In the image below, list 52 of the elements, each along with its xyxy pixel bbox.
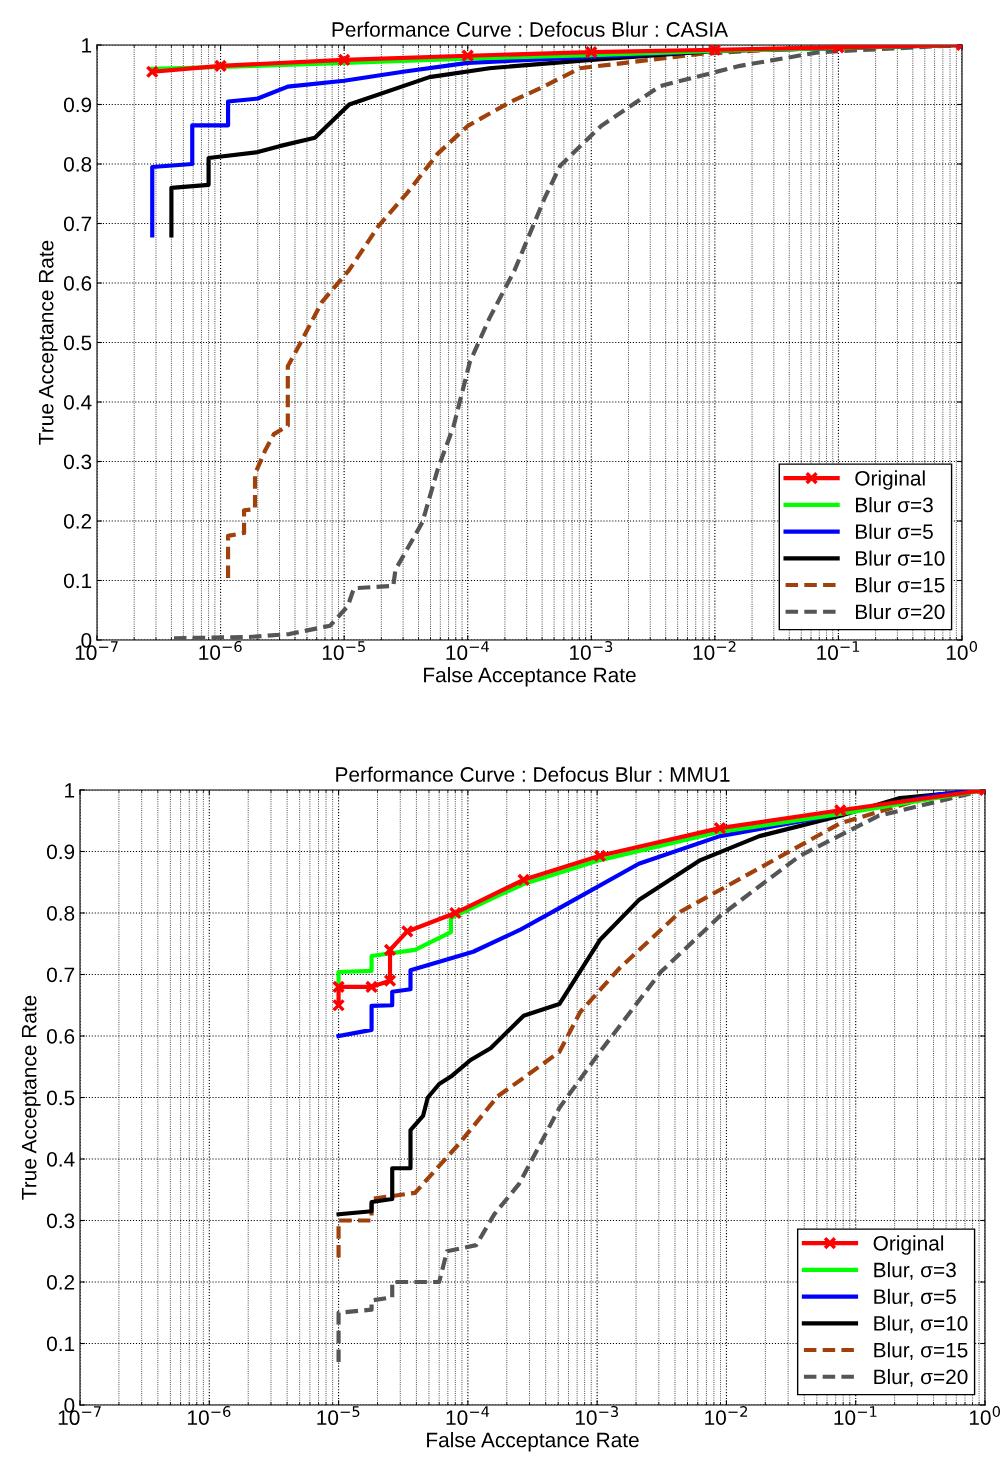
y-tick-label: 0.2 <box>46 1275 75 1290</box>
legend-label: Blur, σ=15 <box>874 1342 968 1360</box>
legend-label: Blur, σ=20 <box>874 1368 968 1387</box>
x-tick-label: 10$^{−3}$ <box>575 1406 619 1425</box>
legend-label: Blur, σ=5 <box>874 1288 956 1307</box>
y-tick-label: 1 <box>65 783 75 798</box>
y-tick-label: 0.3 <box>63 454 92 470</box>
legend-label: Blur σ=3 <box>856 497 933 513</box>
x-tick-label: 10$^{−2}$ <box>693 641 736 660</box>
y-tick-label: 0.6 <box>63 276 92 291</box>
legend-label: Blur, σ=3 <box>874 1262 956 1280</box>
legend-label: Blur σ=10 <box>856 550 945 566</box>
y-tick-label: 0.9 <box>63 97 92 113</box>
y-tick-label: 0.7 <box>46 967 75 983</box>
y-tick-label: 0.4 <box>63 395 92 410</box>
x-tick-label: 10$^{−3}$ <box>570 641 613 660</box>
y-tick-label: 0.1 <box>46 1336 75 1352</box>
chart-title: Performance Curve : Defocus Blur : CASIA <box>332 21 729 37</box>
x-tick-label: 10$^{−1}$ <box>834 1406 877 1426</box>
x-tick-label: 10$^{−5}$ <box>317 1406 360 1426</box>
x-tick-label: 10$^{−4}$ <box>446 1406 490 1426</box>
legend-label: Blur σ=15 <box>856 577 945 593</box>
legend-label: Blur σ=20 <box>856 603 945 620</box>
legend-label: Original <box>855 470 925 490</box>
x-tick-label: 10$^{−6}$ <box>188 1406 231 1425</box>
y-tick-label: 0.1 <box>63 573 92 589</box>
x-tick-label: 10$^{−5}$ <box>322 641 365 661</box>
chart-title: Performance Curve : Defocus Blur : MMU1 <box>336 766 730 782</box>
y-tick-label: 0.4 <box>46 1152 75 1167</box>
y-tick-label: 0.8 <box>46 906 75 921</box>
y-tick-label: 0.5 <box>46 1090 75 1106</box>
x-axis-title: False Acceptance Rate <box>424 667 636 687</box>
y-tick-label: 0.2 <box>63 514 92 529</box>
y-tick-label: 0.6 <box>46 1029 75 1044</box>
legend-label: Blur σ=5 <box>856 523 933 540</box>
x-tick-label: 10$^{−1}$ <box>817 641 860 661</box>
y-tick-label: 0.8 <box>63 157 92 172</box>
y-tick-label: 0.9 <box>46 844 75 860</box>
y-tick-label: 0.7 <box>63 216 92 232</box>
y-tick-label: 1 <box>82 38 92 53</box>
x-tick-label: 10$^{−4}$ <box>446 641 489 661</box>
y-axis-title: True Acceptance Rate <box>21 995 41 1200</box>
y-axis-title: True Acceptance Rate <box>38 240 58 445</box>
x-tick-label: 10$^{0}$ <box>946 641 978 660</box>
x-tick-label: 10$^{0}$ <box>969 1406 1001 1425</box>
legend-label: Blur, σ=10 <box>874 1315 968 1334</box>
x-tick-label: 10$^{−6}$ <box>199 641 242 660</box>
y-tick-label: 0.3 <box>46 1213 75 1229</box>
y-tick-label: 0.5 <box>63 335 92 351</box>
x-axis-title: False Acceptance Rate <box>427 1432 639 1452</box>
x-tick-label: 10$^{−2}$ <box>705 1406 748 1425</box>
legend-label: Original <box>873 1235 944 1255</box>
